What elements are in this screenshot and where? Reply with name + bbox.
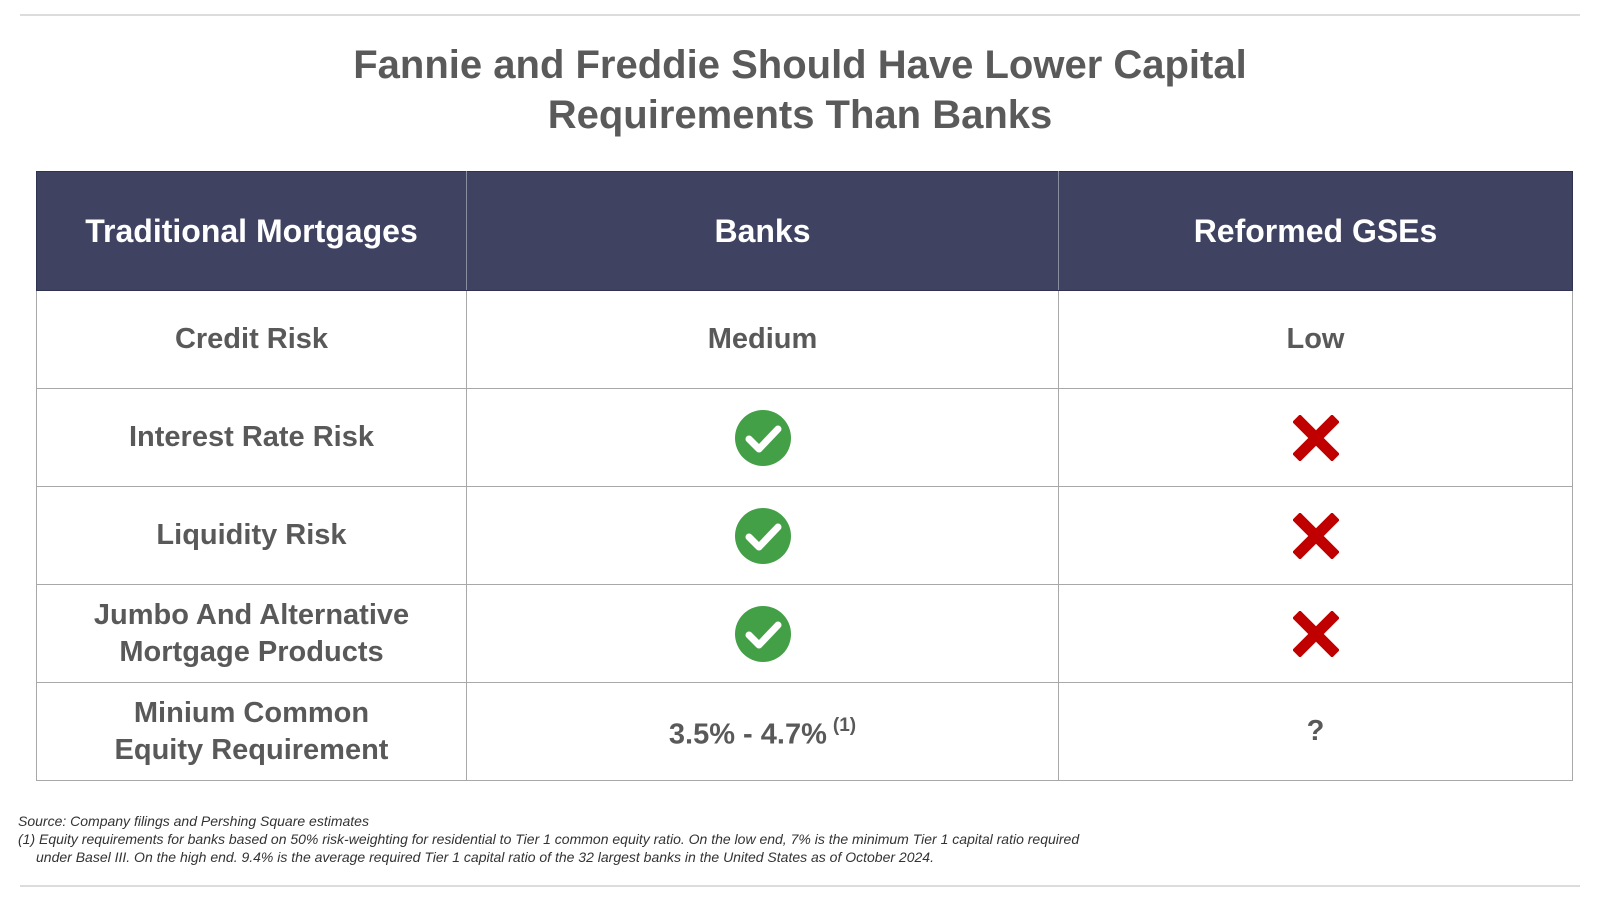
row-label-credit-risk: Credit Risk xyxy=(36,290,467,389)
row-label-liquidity-risk: Liquidity Risk xyxy=(36,486,467,585)
title-line-1: Fannie and Freddie Should Have Lower Cap… xyxy=(353,43,1247,87)
check-circle-icon xyxy=(734,605,791,662)
row-label-line-2: Equity Requirement xyxy=(114,733,389,766)
row-label-text: Credit Risk xyxy=(174,323,329,355)
header-banks: Banks xyxy=(466,171,1059,291)
banks-liquidity-risk-cell xyxy=(466,486,1059,585)
top-divider xyxy=(20,14,1580,16)
table-row: Credit Risk Medium Low xyxy=(36,290,1573,389)
row-label-line-2: Mortgage Products xyxy=(119,635,384,668)
row-label-jumbo-alternative: Jumbo And Alternative Mortgage Products xyxy=(36,584,467,683)
table-row: Minium Common Equity Requirement 3.5% - … xyxy=(36,682,1573,781)
gses-credit-risk-value: Low xyxy=(1058,290,1573,389)
footnote-1-line-2: under Basel III. On the high end. 9.4% i… xyxy=(36,849,934,865)
footnote-1-line-1: (1) Equity requirements for banks based … xyxy=(18,831,1080,847)
row-label-line-1: Minium Common xyxy=(133,696,370,729)
gses-liquidity-risk-cell xyxy=(1058,486,1573,585)
gses-jumbo-alternative-cell xyxy=(1058,584,1573,683)
table-row: Liquidity Risk xyxy=(36,486,1573,585)
banks-equity-requirement-value: 3.5% - 4.7% xyxy=(668,718,827,751)
gses-equity-requirement-value: ? xyxy=(1058,682,1573,781)
row-label-equity-requirement: Minium Common Equity Requirement xyxy=(36,682,467,781)
banks-equity-requirement-cell: 3.5% - 4.7% (1) xyxy=(466,682,1059,781)
banks-jumbo-alternative-cell xyxy=(466,584,1059,683)
table-row: Jumbo And Alternative Mortgage Products xyxy=(36,584,1573,683)
table-row: Interest Rate Risk xyxy=(36,388,1573,487)
bottom-divider xyxy=(20,885,1580,887)
footnotes: Source: Company filings and Pershing Squ… xyxy=(18,812,1268,866)
check-circle-icon xyxy=(734,507,791,564)
source-note: Source: Company filings and Pershing Squ… xyxy=(18,813,369,829)
row-label-text: Interest Rate Risk xyxy=(129,421,374,453)
title-line-2: Requirements Than Banks xyxy=(547,93,1053,137)
banks-interest-rate-risk-cell xyxy=(466,388,1059,487)
red-x-icon xyxy=(1292,414,1339,461)
header-traditional-mortgages: Traditional Mortgages xyxy=(36,171,467,291)
row-label-text: Liquidity Risk xyxy=(156,519,347,551)
gses-interest-rate-risk-cell xyxy=(1058,388,1573,487)
banks-credit-risk-value: Medium xyxy=(466,290,1059,389)
comparison-table: Traditional Mortgages Banks Reformed GSE… xyxy=(36,171,1573,781)
row-label-interest-rate-risk: Interest Rate Risk xyxy=(36,388,467,487)
header-reformed-gses: Reformed GSEs xyxy=(1058,171,1573,291)
footnote-reference-1: (1) xyxy=(832,715,857,737)
red-x-icon xyxy=(1292,512,1339,559)
red-x-icon xyxy=(1292,610,1339,657)
table-header-row: Traditional Mortgages Banks Reformed GSE… xyxy=(36,171,1573,291)
check-circle-icon xyxy=(734,409,791,466)
row-label-line-1: Jumbo And Alternative xyxy=(93,598,410,631)
page-title: Fannie and Freddie Should Have Lower Cap… xyxy=(0,40,1600,140)
